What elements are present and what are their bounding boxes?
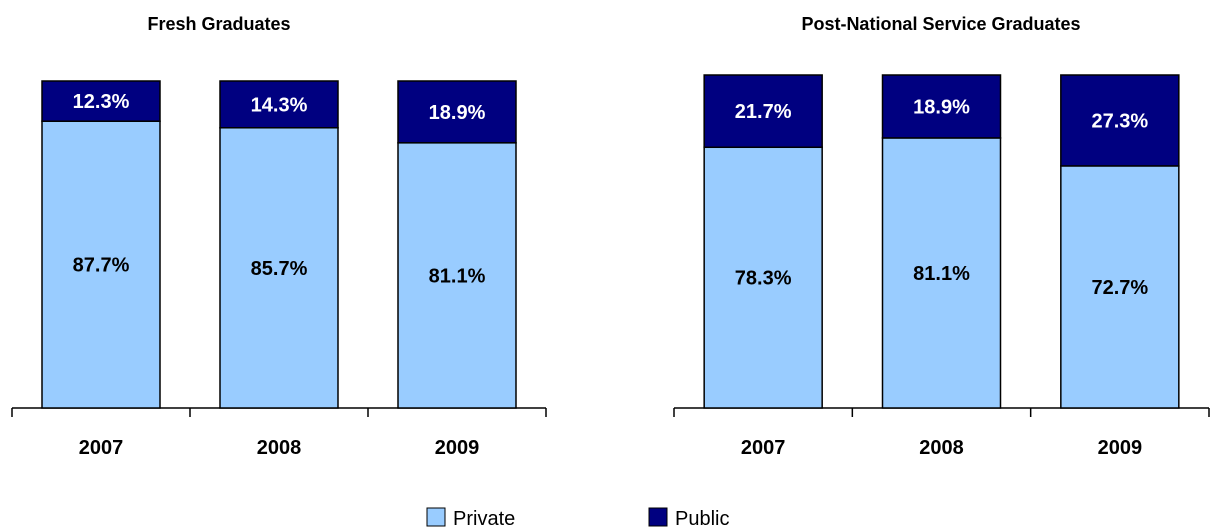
- data-label-public-2009: 27.3%: [1091, 110, 1148, 132]
- data-label-private-2008: 85.7%: [251, 258, 308, 280]
- data-label-public-2007: 21.7%: [735, 101, 792, 123]
- bar-private-2009: [1060, 165, 1180, 409]
- legend: Private Public: [426, 507, 729, 530]
- data-label-private-2009: 72.7%: [1091, 277, 1148, 299]
- chart-title: Post-National Service Graduates: [801, 14, 1080, 34]
- bar-private-2008: [881, 137, 1002, 409]
- x-tick-label-2007: 2007: [79, 437, 124, 459]
- bar-public-2007: [41, 80, 161, 122]
- legend-label-public: Public: [675, 508, 729, 530]
- bar-public-2009: [1060, 74, 1180, 167]
- bar-public-2007: [703, 74, 823, 149]
- legend-swatch-public: [648, 507, 668, 527]
- legend-label-private: Private: [453, 508, 515, 530]
- data-label-private-2007: 78.3%: [735, 268, 792, 290]
- data-label-public-2007: 12.3%: [73, 91, 130, 113]
- x-tick-label-2008: 2008: [257, 437, 302, 459]
- bar-public-2009: [397, 80, 517, 144]
- bar-public-2008: [881, 74, 1002, 139]
- data-label-private-2007: 87.7%: [73, 255, 130, 277]
- data-label-public-2008: 14.3%: [251, 94, 308, 116]
- x-tick-label-2009: 2009: [435, 437, 480, 459]
- bar-private-2007: [703, 146, 823, 409]
- data-label-public-2009: 18.9%: [429, 102, 486, 124]
- x-tick-label-2007: 2007: [741, 437, 786, 459]
- x-tick-label-2008: 2008: [919, 437, 964, 459]
- data-label-public-2008: 18.9%: [913, 96, 970, 118]
- data-label-private-2009: 81.1%: [429, 265, 486, 287]
- x-tick-label-2009: 2009: [1098, 437, 1143, 459]
- bar-private-2007: [41, 120, 161, 409]
- chart-panel-post-ns-graduates: Post-National Service Graduates 78.3% 21.7…: [673, 14, 1210, 459]
- data-label-private-2008: 81.1%: [913, 263, 970, 285]
- bar-public-2008: [219, 80, 339, 129]
- legend-swatch-private: [426, 507, 446, 527]
- chart-panel-fresh-graduates: Fresh Graduates 87.7% 12.3% 2007 85.7% 14.3% 2…: [11, 14, 547, 459]
- chart-title: Fresh Graduates: [147, 14, 290, 34]
